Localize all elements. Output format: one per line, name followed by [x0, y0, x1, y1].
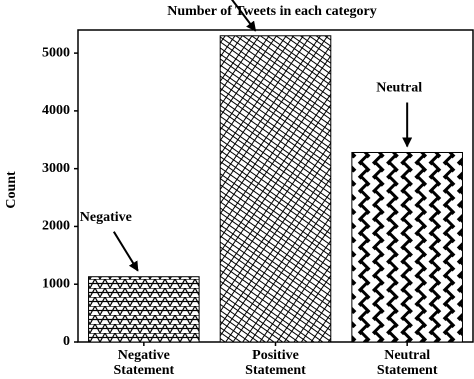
bar: [351, 151, 463, 343]
annotation-arrow: [112, 231, 139, 272]
y-tick-label: 1000: [42, 276, 70, 291]
chart-title: Number of Tweets in each category: [167, 4, 377, 19]
x-tick-label: Negative Statement: [114, 348, 175, 378]
y-axis-label: Count: [4, 171, 19, 209]
bar: [219, 35, 332, 343]
y-tick-label: 5000: [42, 45, 70, 60]
y-tick-label: 4000: [42, 103, 70, 118]
x-tick-label: Neutral Statement: [377, 348, 438, 378]
x-tick-label: Positive Statement: [245, 348, 306, 378]
annotation: Negative: [80, 210, 132, 225]
bar: [88, 276, 200, 343]
y-tick-label: 3000: [42, 161, 70, 176]
annotation-arrow: [230, 0, 257, 32]
y-tick-label: 2000: [42, 219, 70, 234]
annotation: Neutral: [376, 81, 422, 96]
y-tick-label: 0: [63, 334, 70, 349]
